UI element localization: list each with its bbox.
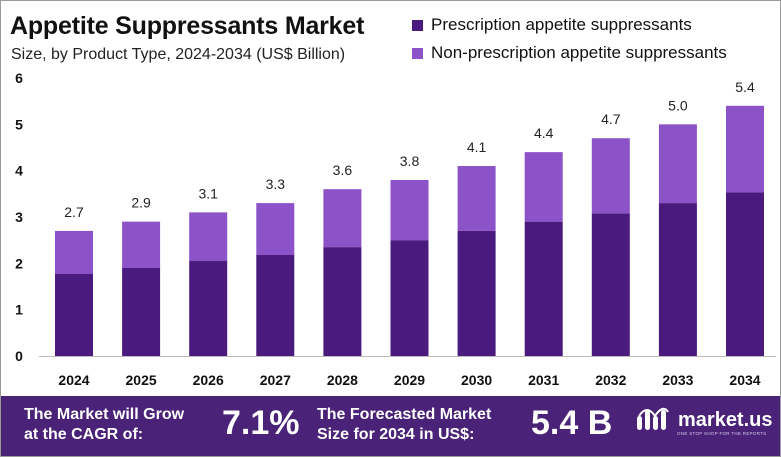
y-tick-label: 1	[15, 302, 23, 318]
bar-total-label: 3.8	[400, 153, 420, 169]
bar-segment-prescription	[524, 221, 563, 356]
bar-segment-non-prescription	[323, 189, 362, 248]
y-tick-label: 4	[15, 163, 23, 179]
bar-chart: 0 1 2 3 4 5 6 2.7 2024 2.9 2025 3.1 2026 3.3 2027 3.6 20…	[15, 70, 776, 388]
x-tick-label: 2031	[528, 372, 559, 388]
cagr-label: The Market will Grow at the CAGR of:	[24, 405, 184, 445]
bar-total-label: 4.7	[601, 111, 621, 127]
bar-segment-prescription	[457, 230, 496, 356]
forecast-label-line2: Size for 2034 in US$:	[317, 426, 475, 443]
legend-item-prescription: Prescription appetite suppressants	[412, 15, 692, 35]
x-tick-label: 2029	[394, 372, 425, 388]
bar-segment-prescription	[55, 273, 93, 356]
bar-segment-non-prescription	[457, 166, 496, 231]
x-tick-label: 2032	[595, 372, 626, 388]
x-tick-label: 2033	[662, 372, 693, 388]
market-us-logo-icon	[637, 407, 669, 430]
bar-segment-prescription	[726, 192, 764, 356]
bar-segment-non-prescription	[256, 203, 295, 255]
x-tick-label: 2024	[58, 372, 89, 388]
bar-segment-prescription	[256, 254, 295, 356]
bar-segment-non-prescription	[189, 212, 228, 262]
x-tick-label: 2030	[461, 372, 492, 388]
bar-segment-non-prescription	[524, 152, 563, 222]
bar-total-label: 4.4	[534, 125, 554, 141]
chart-title: Appetite Suppressants Market	[10, 12, 365, 40]
y-tick-label: 0	[15, 348, 23, 364]
bar-segment-non-prescription	[55, 230, 93, 274]
x-tick-label: 2026	[193, 372, 224, 388]
legend-label-prescription: Prescription appetite suppressants	[431, 15, 692, 34]
x-tick-label: 2034	[729, 372, 760, 388]
brand-logo: market.us	[635, 406, 773, 434]
brand-name: market.us	[678, 409, 773, 431]
cagr-value: 7.1%	[222, 404, 300, 442]
bar-segment-prescription	[323, 247, 362, 356]
y-tick-label: 2	[15, 255, 23, 271]
legend-item-non-prescription: Non-prescription appetite suppressants	[412, 43, 727, 63]
chart-subtitle: Size, by Product Type, 2024-2034 (US$ Bi…	[11, 46, 346, 63]
x-tick-label: 2028	[327, 372, 358, 388]
cagr-label-line2: at the CAGR of:	[24, 426, 144, 443]
x-tick-label: 2027	[260, 372, 291, 388]
bar-total-label: 5.0	[668, 97, 688, 113]
bar-segment-non-prescription	[591, 138, 630, 214]
bar-segment-non-prescription	[122, 221, 161, 268]
footer-banner: The Market will Grow at the CAGR of: 7.1…	[1, 396, 780, 456]
y-tick-label: 6	[15, 70, 23, 86]
bar-segment-prescription	[658, 203, 697, 356]
bar-total-label: 2.7	[64, 204, 84, 220]
bar-segment-prescription	[390, 240, 429, 356]
bar-segment-prescription	[189, 261, 228, 356]
x-tick-label: 2025	[126, 372, 157, 388]
cagr-label-line1: The Market will Grow	[24, 406, 185, 423]
bar-segment-prescription	[122, 267, 161, 356]
forecast-label-line1: The Forecasted Market	[317, 406, 492, 423]
bar-total-label: 2.9	[131, 195, 151, 211]
bar-total-label: 3.3	[266, 176, 286, 192]
bar-segment-non-prescription	[658, 124, 697, 204]
bar-total-label: 4.1	[467, 139, 487, 155]
bar-segment-prescription	[591, 213, 630, 356]
bar-total-label: 3.1	[198, 185, 218, 201]
y-tick-label: 5	[15, 116, 23, 132]
bar-segment-non-prescription	[390, 179, 429, 241]
legend-swatch-prescription	[412, 19, 423, 31]
y-tick-label: 3	[15, 209, 23, 225]
legend-swatch-non-prescription	[412, 47, 423, 59]
bar-segment-non-prescription	[726, 105, 764, 193]
bar-total-label: 5.4	[735, 79, 755, 95]
forecast-value: 5.4 B	[531, 404, 613, 442]
brand-tagline: ONE STOP SHOP FOR THE REPORTS	[677, 431, 767, 436]
bar-total-label: 3.6	[333, 162, 353, 178]
legend-label-non-prescription: Non-prescription appetite suppressants	[431, 43, 727, 62]
forecast-label: The Forecasted Market Size for 2034 in U…	[317, 405, 491, 445]
